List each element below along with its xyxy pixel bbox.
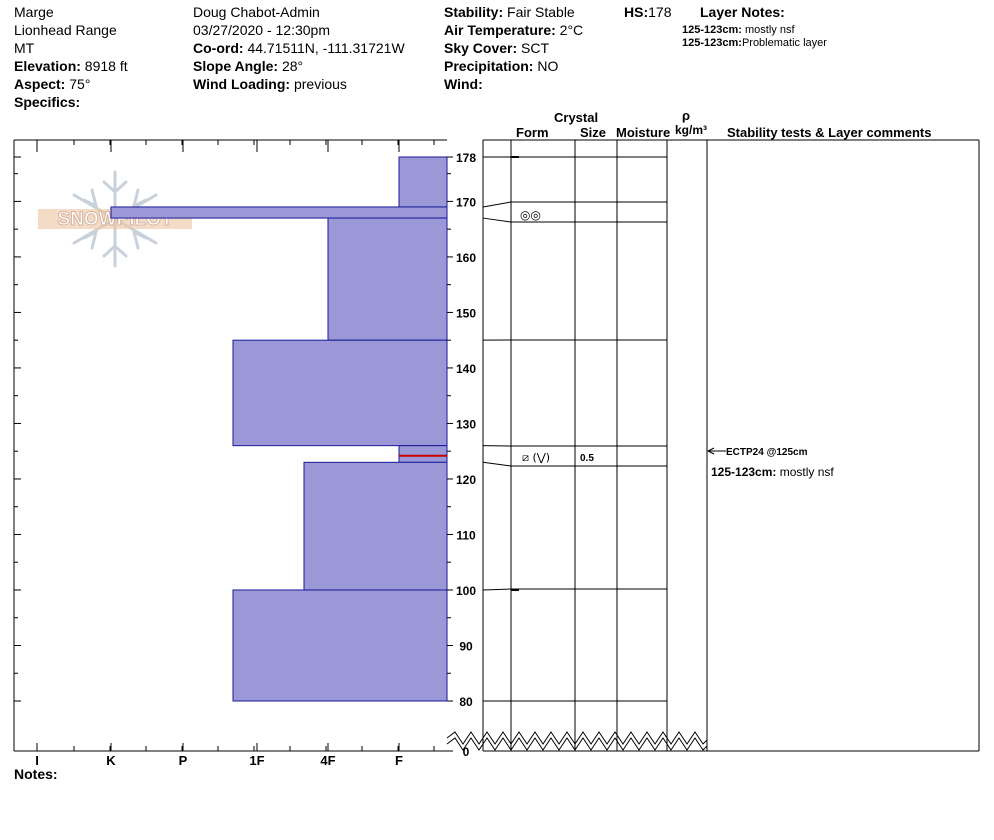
crystal-form-symbol-2: ⧄ (⋁): [522, 451, 550, 464]
depth-tick-label: 170: [456, 195, 476, 209]
layer-note-1-range: 125-123cm:: [682, 24, 742, 36]
air-temperature: Air Temperature: 2°C: [444, 21, 583, 39]
axis-break-lower: [446, 737, 708, 751]
coord-label: Co-ord:: [193, 40, 244, 56]
hardness-tick-label: P: [179, 753, 188, 768]
coord-value: 44.71511N, -111.31721W: [247, 40, 405, 56]
stability-value: Fair Stable: [507, 4, 575, 20]
depth-tick-label: 110: [456, 528, 476, 542]
hardness-tick-label: I: [35, 753, 39, 768]
slope-label: Slope Angle:: [193, 58, 279, 74]
depth-tick-label: 100: [456, 584, 476, 598]
stability-label: Stability:: [444, 4, 504, 20]
elevation-value: 8918 ft: [84, 58, 128, 74]
precip-label: Precipitation:: [444, 58, 534, 74]
depth-tick-label: 140: [456, 362, 476, 376]
coordinates: Co-ord: 44.71511N, -111.31721W: [193, 39, 405, 57]
specifics-label: Specifics:: [14, 94, 81, 110]
sky-label: Sky Cover:: [444, 40, 518, 56]
hardness-bar: [398, 445, 448, 463]
precipitation: Precipitation: NO: [444, 57, 558, 75]
depth-tick-label: 80: [459, 695, 473, 709]
precip-value: NO: [537, 58, 559, 74]
hardness-bar: [398, 156, 448, 208]
range-name: Lionhead Range: [14, 22, 117, 38]
moisture-header: Moisture: [616, 125, 671, 140]
depth-tick-label: 150: [456, 306, 476, 320]
hs-value: 178: [648, 4, 672, 20]
form-header: Form: [516, 125, 549, 140]
hardness-tick-label: 4F: [320, 753, 335, 768]
layer-connector: [482, 461, 512, 467]
layer-note-1: 125-123cm: mostly nsf: [682, 24, 795, 37]
depth-tick-label: 0: [463, 745, 470, 759]
arrow-left-icon: [706, 447, 715, 455]
depth-tick-label: 120: [456, 473, 476, 487]
hardness-tick-label: F: [395, 753, 403, 768]
hardness-bar: [303, 461, 448, 591]
wind-loading: Wind Loading: previous: [193, 75, 347, 93]
layer-comment-text: mostly nsf: [780, 465, 835, 479]
hardness-bar: [327, 217, 448, 341]
hardness-bar: [232, 589, 448, 702]
aspect-label: Aspect:: [14, 76, 66, 92]
depth-tick-label: 90: [459, 639, 473, 653]
snowflake-icon: [72, 170, 158, 268]
wind-loading-label: Wind Loading:: [193, 76, 291, 92]
wind-loading-value: previous: [293, 76, 347, 92]
density-unit-header: kg/m³: [675, 123, 708, 137]
depth-tick-label: 160: [456, 251, 476, 265]
layer-note-2: 125-123cm:Problematic layer: [682, 37, 827, 50]
layer-note-1-text: mostly nsf: [745, 24, 795, 36]
hardness-bar: [232, 339, 448, 447]
snow-height: HS:178: [624, 3, 671, 21]
sky-cover: Sky Cover: SCT: [444, 39, 549, 57]
axis-break-upper: [446, 731, 708, 745]
observer-name: Doug Chabot-Admin: [193, 4, 320, 20]
slope-angle: Slope Angle: 28°: [193, 57, 303, 75]
depth-tick-label: 178: [456, 151, 476, 165]
elevation: Elevation: 8918 ft: [14, 57, 128, 75]
layer-notes-title: Layer Notes:: [700, 4, 785, 20]
depth-tick-label: 130: [456, 417, 476, 431]
hardness-bars: [110, 156, 448, 702]
stability-test-result: ECTP24 @125cm: [726, 447, 808, 458]
observation-datetime: 03/27/2020 - 12:30pm: [193, 22, 330, 38]
depth-axis: 178 170 160 150 140 130 120 110 100 90 80 0: [14, 151, 476, 759]
layer-comment: 125-123cm: mostly nsf: [711, 465, 834, 479]
layer-connector: [482, 217, 512, 223]
location-name: Marge: [14, 4, 54, 20]
crystal-header: Crystal: [554, 110, 599, 125]
aspect: Aspect: 75°: [14, 75, 90, 93]
hardness-tick-label: K: [106, 753, 116, 768]
layer-note-2-range: 125-123cm:: [682, 37, 742, 49]
size-header: Size: [580, 125, 607, 140]
hardness-bar: [110, 206, 448, 219]
layer-connector: [482, 588, 512, 591]
hs-label: HS:: [624, 4, 649, 20]
air-temp-label: Air Temperature:: [444, 22, 556, 38]
hardness-tick-label: 1F: [249, 753, 264, 768]
hardness-ticks: I K P 1F 4F F: [35, 140, 435, 768]
layer-lines: [482, 156, 667, 702]
air-temp-value: 2°C: [559, 22, 584, 38]
stability: Stability: Fair Stable: [444, 3, 575, 21]
snowpilot-logo: SNOWPILOT: [38, 170, 192, 268]
layer-connector: [482, 201, 512, 208]
elevation-label: Elevation:: [14, 58, 81, 74]
state-name: MT: [14, 40, 35, 56]
crystal-size-2: 0.5: [580, 453, 594, 464]
rho-header: ρ: [682, 108, 691, 123]
wind-label: Wind:: [444, 76, 483, 92]
layer-note-2-text: Problematic layer: [741, 37, 827, 49]
sky-value: SCT: [521, 40, 550, 56]
stability-comments-header: Stability tests & Layer comments: [727, 125, 932, 140]
notes-label: Notes:: [14, 766, 58, 782]
crystal-form-symbol-1: ◎◎: [520, 208, 541, 222]
slope-value: 28°: [281, 58, 304, 74]
aspect-value: 75°: [69, 76, 91, 92]
layer-comment-range: 125-123cm:: [711, 465, 776, 479]
